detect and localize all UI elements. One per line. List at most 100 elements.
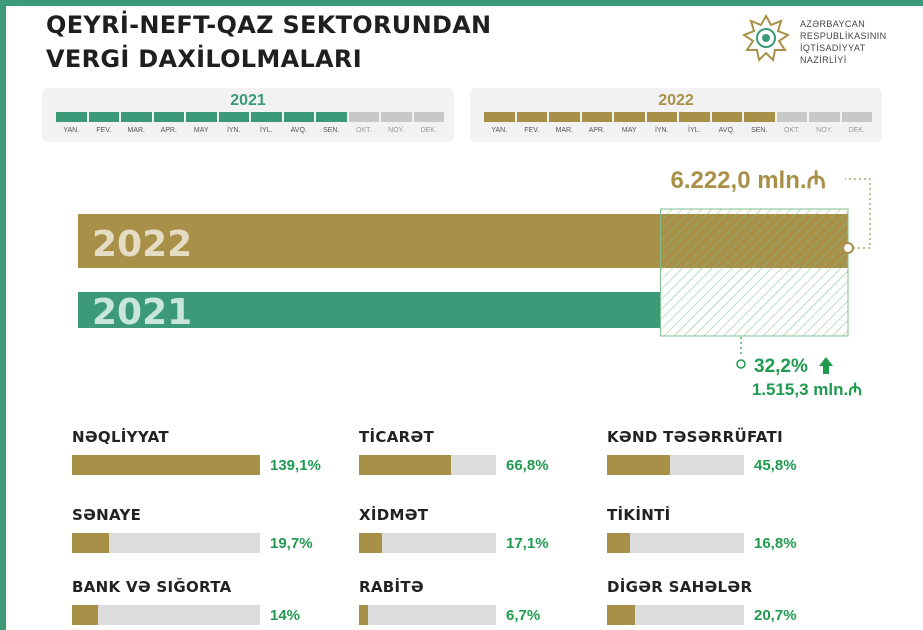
sector-name: TİKİNTİ	[607, 506, 671, 524]
month-label: NOY.	[816, 127, 833, 134]
frame-top	[0, 0, 923, 6]
month-bar	[744, 112, 775, 122]
bar-label-2021: 2021	[92, 292, 192, 333]
month-item: YAN.	[56, 112, 87, 134]
sector-bar-fill	[72, 533, 110, 553]
total-leader-line	[845, 178, 871, 249]
ministry-line: İQTİSADİYYAT	[800, 43, 866, 53]
bar-label-2022: 2022	[92, 224, 192, 265]
sector-pct-label: 45,8%	[754, 457, 797, 474]
month-item: MAR.	[121, 112, 152, 134]
total-marker	[842, 242, 854, 254]
month-item: AVQ.	[283, 112, 314, 134]
month-label: AVQ.	[718, 127, 735, 134]
month-bar	[711, 112, 742, 122]
sector-name: SƏNAYE	[72, 506, 142, 524]
ministry-line: RESPUBLİKASININ	[800, 31, 887, 41]
growth-zone	[659, 208, 849, 337]
sector-bar-track	[607, 533, 744, 553]
month-bar	[841, 112, 872, 122]
sector-pct-label: 6,7%	[506, 607, 541, 624]
month-item: MAY	[614, 112, 645, 134]
month-item: APR.	[581, 112, 612, 134]
month-label: MAY	[193, 127, 209, 134]
bar-2021	[78, 292, 661, 328]
sector-bar-track	[607, 455, 744, 475]
month-label: OKT.	[783, 127, 800, 134]
month-bar	[809, 112, 840, 122]
sector-name: TİCARƏT	[359, 428, 435, 446]
month-item: OKT.	[776, 112, 807, 134]
month-item: SEN.	[744, 112, 775, 134]
month-bar	[56, 112, 87, 122]
month-label: FEV.	[524, 127, 540, 134]
ministry-emblem-icon	[741, 14, 791, 63]
sector-bar-fill	[607, 455, 670, 475]
month-item: İYN.	[646, 112, 677, 134]
sector-bar-track	[72, 605, 260, 625]
sector-bar-track	[359, 605, 496, 625]
sector-bar-track	[72, 533, 260, 553]
sector-pct-label: 16,8%	[754, 535, 797, 552]
month-label: İYN.	[654, 127, 669, 134]
sector-pct-label: 139,1%	[270, 457, 321, 474]
months-panel-2021: 2021 YAN. FEV. MAR. APR. MAY İYN. İYL. AVQ. SEN.…	[42, 88, 454, 142]
growth-marker	[736, 359, 746, 369]
ministry-name: AZƏRBAYCAN RESPUBLİKASININ İQTİSADİYYAT …	[800, 18, 887, 66]
month-label: MAR.	[555, 127, 574, 134]
comparison-chart: 2022 2021 6.222,0 mln.₼ 32,2% 1.515,3 mln.₼	[78, 167, 871, 399]
sector-bar-track	[359, 533, 496, 553]
sector-pct-label: 20,7%	[754, 607, 797, 624]
sector-bar-fill	[72, 605, 99, 625]
month-item: DEK.	[841, 112, 872, 134]
sector-name: KƏND TƏSƏRRÜFATI	[607, 428, 783, 446]
month-bar	[381, 112, 412, 122]
month-bar	[646, 112, 677, 122]
month-item: DEK.	[413, 112, 444, 134]
month-bar	[516, 112, 547, 122]
month-bar	[776, 112, 807, 122]
sector-bar-fill	[359, 605, 369, 625]
month-bar	[348, 112, 379, 122]
month-item: MAY	[186, 112, 217, 134]
month-label: YAN.	[491, 127, 508, 134]
month-label: APR.	[588, 127, 605, 134]
sector-name: RABİTƏ	[359, 578, 424, 596]
months-panel-2022: 2022 YAN. FEV. MAR. APR. MAY İYN. İYL. AVQ. SEN.…	[470, 88, 882, 142]
month-label: APR.	[160, 127, 177, 134]
month-label: İYL.	[688, 127, 701, 134]
sector-pct-label: 66,8%	[506, 457, 549, 474]
month-label: OKT.	[355, 127, 372, 134]
month-label: DEK.	[420, 127, 437, 134]
months-year-2022: 2022	[658, 92, 694, 109]
sector-bar-fill	[72, 455, 260, 475]
month-bar	[316, 112, 347, 122]
sector-name: DİGƏR SAHƏLƏR	[607, 578, 753, 596]
month-item: YAN.	[484, 112, 515, 134]
frame-left	[0, 0, 6, 630]
month-label: İYL.	[260, 127, 273, 134]
sector-name: NƏQLİYYAT	[72, 428, 169, 446]
growth-arrow-up-icon	[819, 357, 833, 374]
growth-abs-label: 1.515,3 mln.₼	[752, 380, 862, 399]
month-bar	[218, 112, 249, 122]
month-label: SEN.	[323, 127, 340, 134]
month-item: İYL.	[679, 112, 710, 134]
month-bar	[679, 112, 710, 122]
growth-pct-label: 32,2%	[754, 356, 808, 377]
month-item: AVQ.	[711, 112, 742, 134]
month-bar	[121, 112, 152, 122]
month-item: OKT.	[348, 112, 379, 134]
sector-bar-fill	[359, 455, 451, 475]
month-bar	[88, 112, 119, 122]
month-bar	[614, 112, 645, 122]
ministry-line: NAZİRLİYİ	[800, 55, 847, 65]
sector-pct-label: 17,1%	[506, 535, 549, 552]
month-label: DEK.	[848, 127, 865, 134]
month-item: APR.	[153, 112, 184, 134]
month-item: NOY.	[809, 112, 840, 134]
sector-bar-track	[359, 455, 496, 475]
months-row-2021: YAN. FEV. MAR. APR. MAY İYN. İYL. AVQ. SEN. OKT. N…	[56, 112, 444, 134]
sector-pct-label: 19,7%	[270, 535, 313, 552]
month-item: İYL.	[251, 112, 282, 134]
